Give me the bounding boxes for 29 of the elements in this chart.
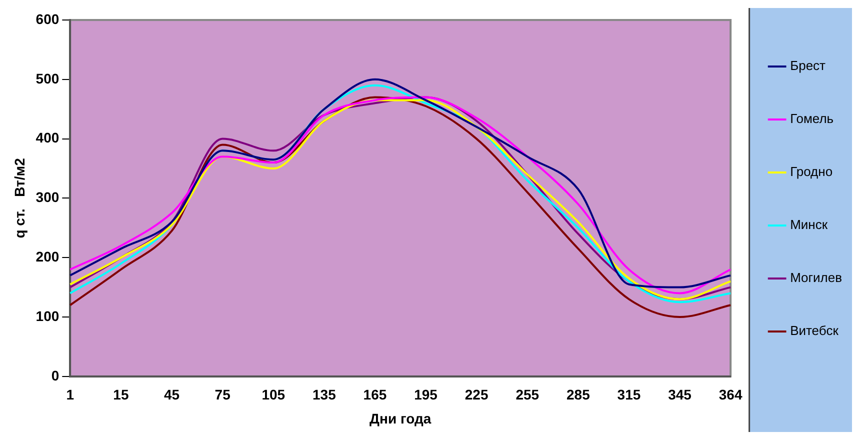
x-tick-label: 364 xyxy=(718,386,742,403)
y-tick-label: 0 xyxy=(51,367,60,384)
x-tick-label: 195 xyxy=(414,386,438,403)
x-tick-label: 15 xyxy=(113,386,129,403)
x-tick-label: 165 xyxy=(363,386,387,403)
x-tick-label: 225 xyxy=(464,386,488,403)
x-tick-label: 1 xyxy=(66,386,74,403)
x-tick-label: 45 xyxy=(164,386,180,403)
x-axis-title: Дни года xyxy=(370,410,432,426)
y-tick-label: 600 xyxy=(36,10,60,27)
x-tick-label: 285 xyxy=(566,386,590,403)
x-tick-label: 135 xyxy=(312,386,336,403)
y-tick-label: 500 xyxy=(36,70,60,86)
legend-label: Гродно xyxy=(790,164,833,180)
y-tick-label: 100 xyxy=(36,308,60,324)
legend-label: Гомель xyxy=(790,111,834,126)
y-axis-title: q ст. Вт/м2 xyxy=(11,158,28,238)
y-tick-label: 400 xyxy=(36,130,60,146)
x-tick-label: 315 xyxy=(617,386,641,403)
x-tick-label: 345 xyxy=(668,386,692,403)
x-tick-label: 75 xyxy=(214,386,231,403)
x-tick-label: 255 xyxy=(516,386,540,403)
y-tick-label: 300 xyxy=(36,189,60,206)
legend-label: Могилев xyxy=(790,270,842,286)
legend-label: Витебск xyxy=(790,323,839,338)
legend-label: Минск xyxy=(790,217,828,232)
x-tick-label: 105 xyxy=(262,386,286,403)
y-tick-label: 200 xyxy=(36,248,60,264)
legend-label: Брест xyxy=(790,58,826,74)
